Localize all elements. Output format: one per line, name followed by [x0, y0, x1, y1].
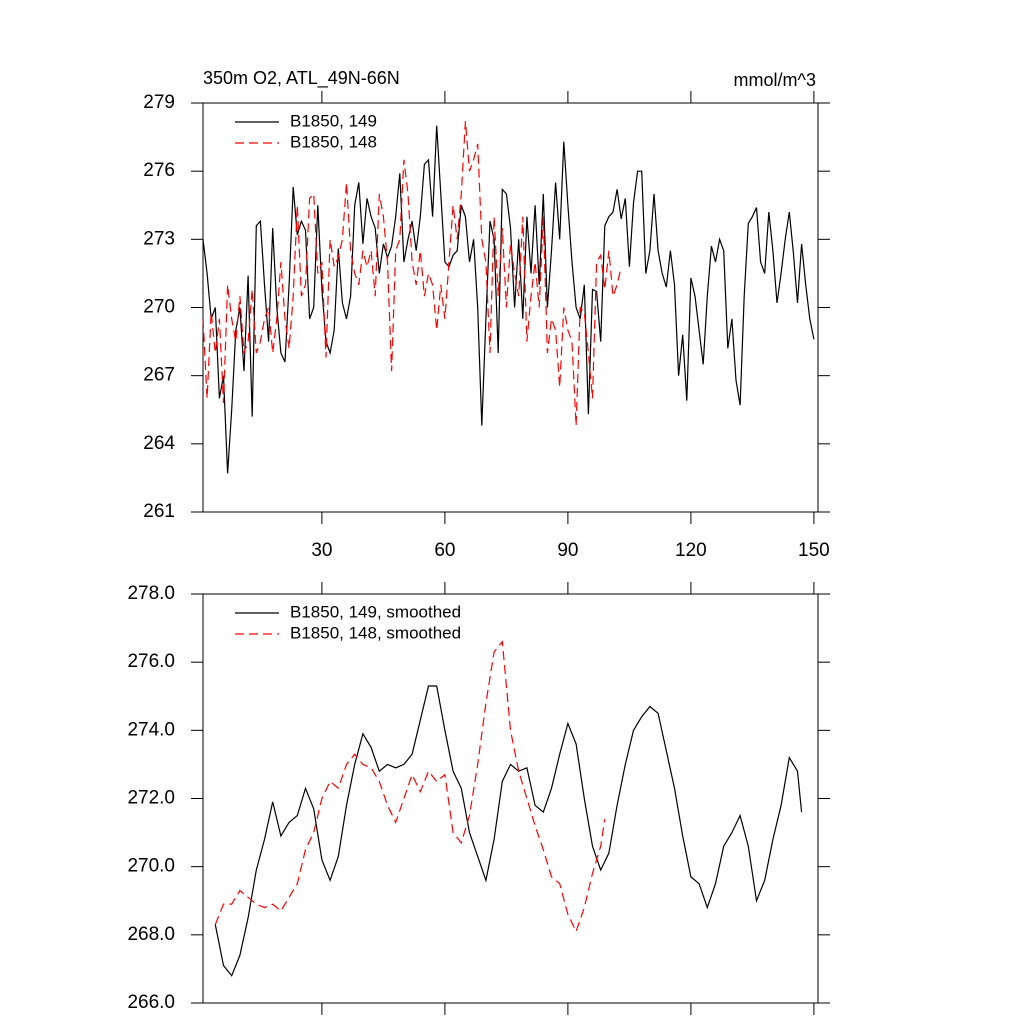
chart-title: 350m O2, ATL_49N-66N	[203, 68, 400, 89]
y-tick-label: 273	[143, 228, 175, 249]
y-tick-label: 279	[143, 92, 175, 113]
legend-label: B1850, 149, smoothed	[290, 602, 461, 621]
y-tick-label: 270.0	[127, 856, 175, 877]
y-tick-label: 270	[143, 297, 175, 318]
y-tick-label: 272.0	[127, 788, 175, 809]
y-tick-label: 264	[143, 433, 175, 454]
legend-label: B1850, 149	[290, 111, 377, 130]
data-line	[214, 685, 803, 977]
x-tick-label: 30	[311, 540, 332, 561]
x-tick-label: 60	[434, 540, 455, 561]
x-tick-label: 150	[798, 540, 830, 561]
units-label: mmol/m^3	[734, 70, 816, 90]
y-tick-label: 261	[143, 501, 175, 522]
data-line	[202, 125, 815, 474]
y-tick-label: 278.0	[127, 583, 175, 604]
y-tick-label: 266.0	[127, 992, 175, 1013]
legend-label: B1850, 148, smoothed	[290, 623, 461, 642]
plot-frame	[202, 593, 819, 1004]
data-line	[214, 640, 606, 933]
x-tick-label: 120	[675, 540, 707, 561]
y-tick-label: 276.0	[127, 651, 175, 672]
data-line	[202, 121, 622, 426]
y-tick-label: 274.0	[127, 719, 175, 740]
x-tick-label: 90	[557, 540, 578, 561]
y-tick-label: 268.0	[127, 924, 175, 945]
y-tick-label: 267	[143, 365, 175, 386]
y-tick-label: 276	[143, 160, 175, 181]
legend-label: B1850, 148	[290, 132, 377, 151]
